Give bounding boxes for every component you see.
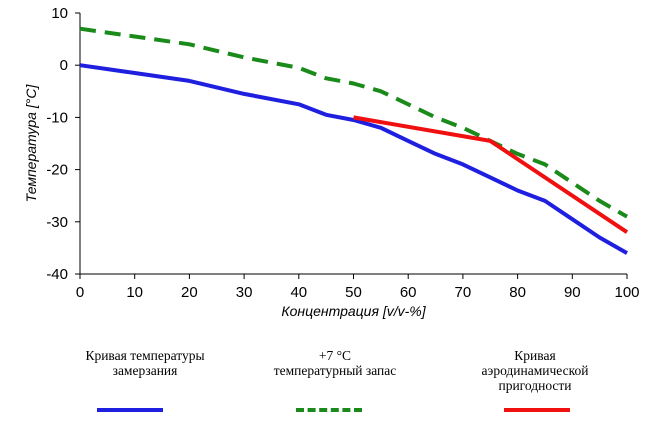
series-line-2 [79,26,628,219]
x-tick-label: 40 [290,284,307,301]
x-tick-label: 0 [76,284,84,301]
x-tick-label: 10 [126,284,143,301]
x-tick-label: 90 [564,284,581,301]
x-tick-label: 60 [400,284,417,301]
legend-swatch-freezing [97,408,163,412]
series-line-1 [79,63,628,255]
axes [79,13,627,275]
x-tick-label: 70 [455,284,472,301]
y-tick-label: -30 [46,214,68,231]
legend-item-margin: +7 °C температурный запас [220,348,450,412]
x-tick-label: 50 [345,284,362,301]
y-tick-labels: 10 0 -10 -20 -30 -40 [46,5,80,283]
series-layer [79,26,629,255]
x-tick-labels: 0 10 20 30 40 50 60 70 80 90 100 [76,274,640,301]
legend-label-aero: Кривая аэродинамической пригодности [481,348,589,393]
y-tick-label: 0 [60,57,68,74]
x-tick-label: 100 [614,284,639,301]
y-tick-label: -10 [46,109,68,126]
legend-item-freezing: Кривая температуры замерзания [30,348,260,412]
y-tick-label: -40 [46,266,68,283]
x-tick-label: 30 [236,284,253,301]
legend-label-freezing: Кривая температуры замерзания [85,348,205,378]
legend-swatch-margin [296,408,362,412]
legend-swatch-aero [504,408,570,412]
legend-item-aero: Кривая аэродинамической пригодности [420,348,650,412]
y-axis-title: Температура [°C] [23,84,39,203]
x-tick-label: 80 [509,284,526,301]
x-tick-label: 20 [181,284,198,301]
legend-label-margin: +7 °C температурный запас [273,348,397,378]
x-axis-title: Концентрация [v/v-%] [281,303,426,319]
series-line-3 [353,115,629,234]
y-tick-label: 10 [51,5,68,22]
y-tick-label: -20 [46,162,68,179]
